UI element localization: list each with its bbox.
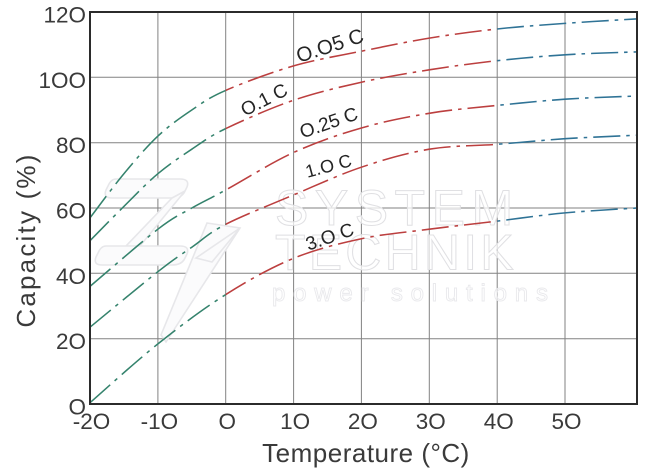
svg-text:2O: 2O <box>348 409 378 434</box>
svg-text:1OO: 1OO <box>38 68 86 93</box>
svg-text:12O: 12O <box>43 3 86 28</box>
svg-text:power solutions: power solutions <box>272 280 556 307</box>
svg-text:Temperature (°C): Temperature (°C) <box>262 438 470 468</box>
svg-text:2O: 2O <box>56 329 86 354</box>
svg-text:O: O <box>68 395 86 420</box>
svg-text:4O: 4O <box>484 409 514 434</box>
svg-text:TECHNIK: TECHNIK <box>275 225 517 281</box>
svg-text:6O: 6O <box>56 199 86 224</box>
svg-text:SYSTEM: SYSTEM <box>275 180 520 236</box>
svg-text:-1O: -1O <box>141 409 179 434</box>
svg-text:Capacity (%): Capacity (%) <box>11 152 41 327</box>
svg-text:O: O <box>218 409 236 434</box>
svg-text:4O: 4O <box>56 264 86 289</box>
svg-text:-2O: -2O <box>73 409 111 434</box>
svg-text:1O: 1O <box>280 409 310 434</box>
svg-text:5O: 5O <box>551 409 581 434</box>
svg-text:3O: 3O <box>416 409 446 434</box>
svg-text:8O: 8O <box>56 133 86 158</box>
